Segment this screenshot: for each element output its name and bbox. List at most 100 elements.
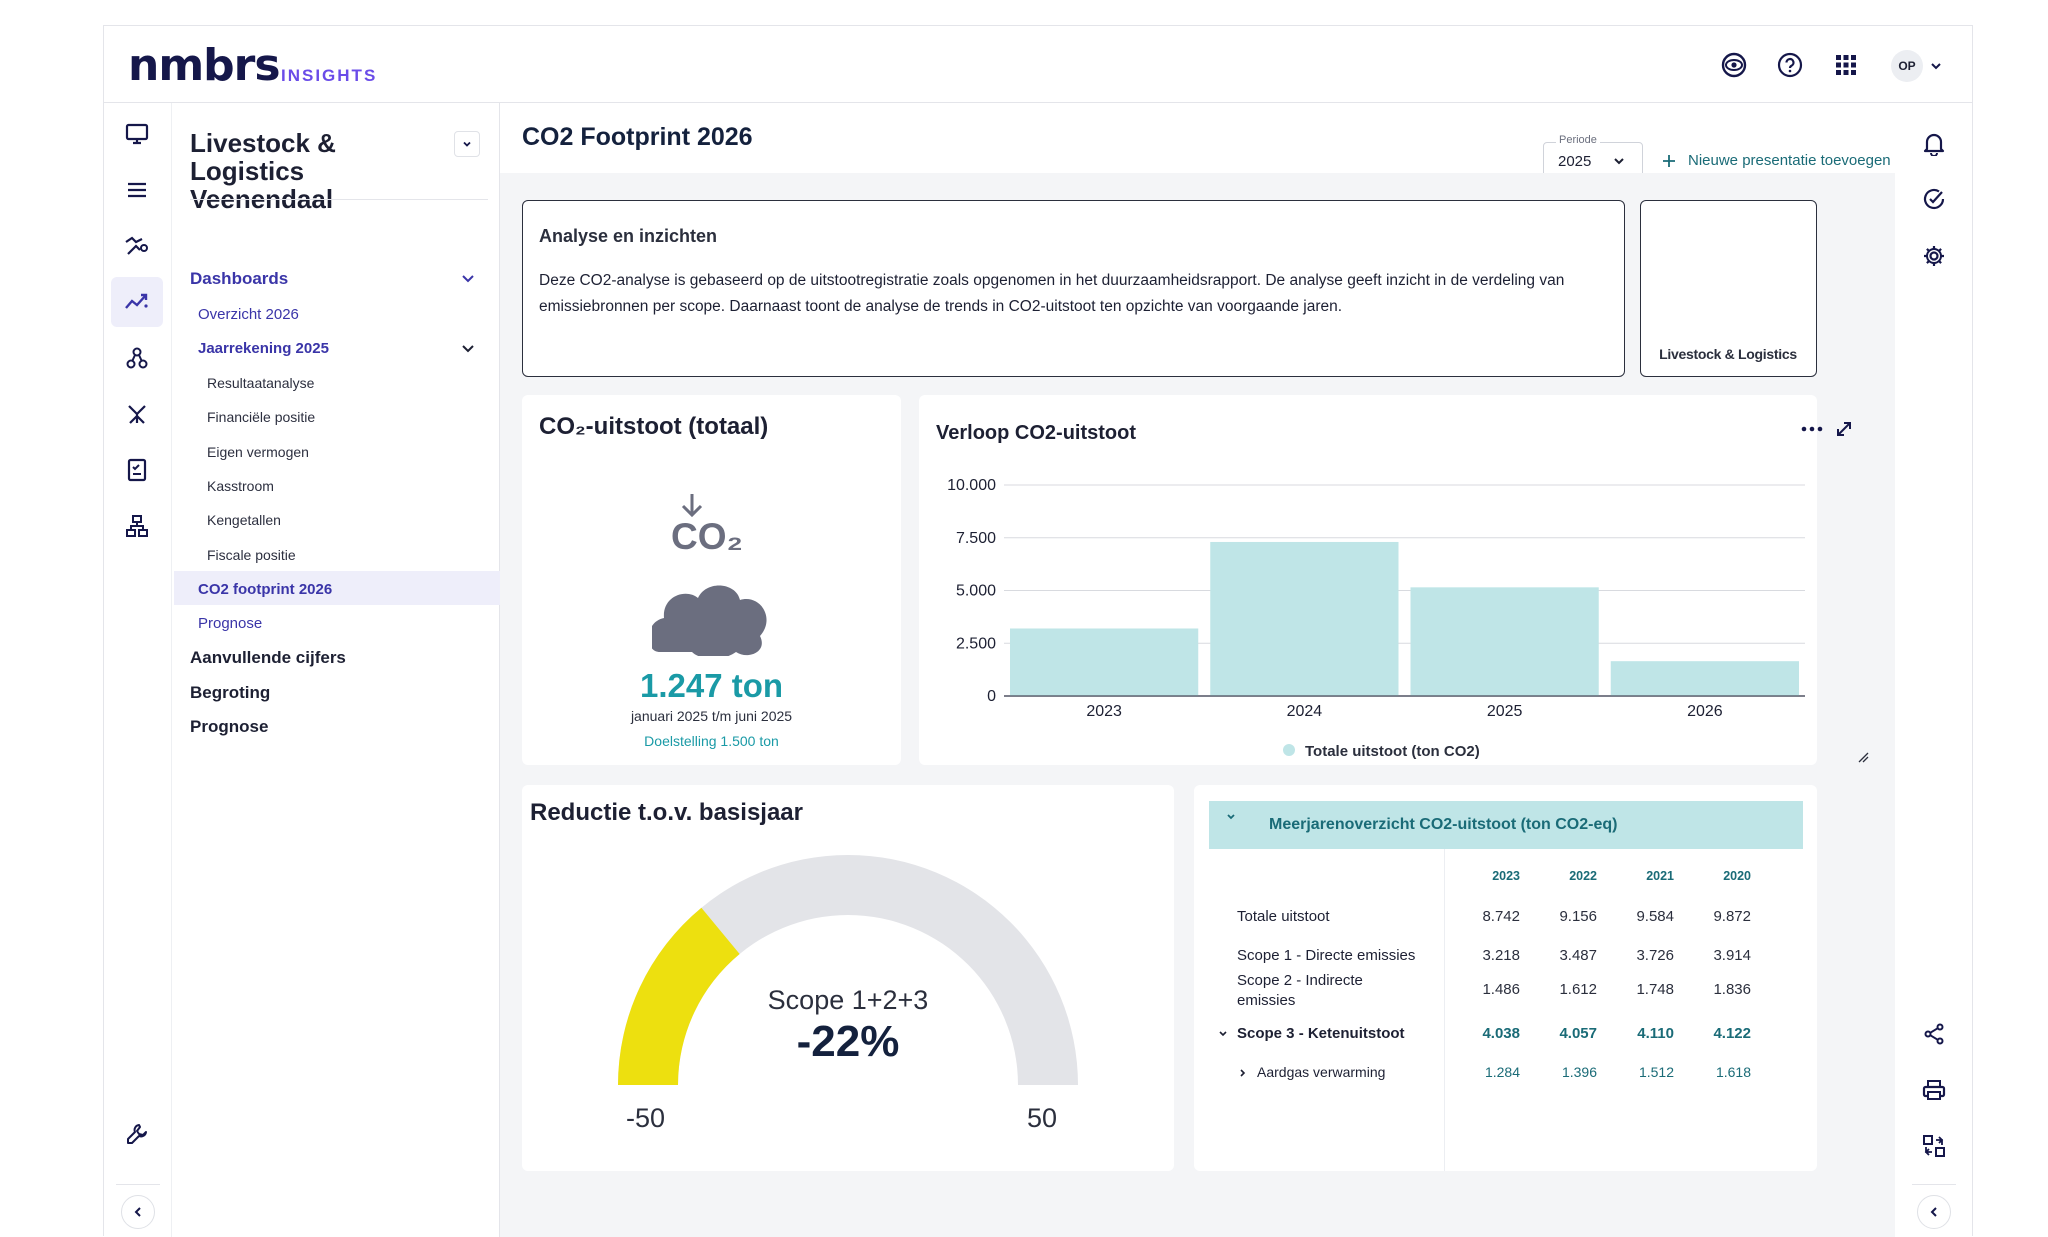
table-row-label: Scope 1 - Directe emissies	[1237, 947, 1416, 964]
nav-financiele-positie[interactable]: Financiële positie	[207, 409, 316, 425]
nav-prognose-sub[interactable]: Prognose	[198, 615, 263, 632]
y-tick-label: 10.000	[947, 477, 996, 494]
period-label: Periode	[1556, 134, 1600, 146]
apps-grid-icon[interactable]	[1831, 50, 1861, 80]
gauge-title: Reductie t.o.v. basisjaar	[530, 799, 803, 826]
chevron-right-icon[interactable]	[1237, 1067, 1249, 1079]
company-switcher-button[interactable]	[454, 131, 480, 157]
settings-gear-icon[interactable]	[1918, 240, 1950, 272]
reduction-gauge	[618, 855, 1078, 1085]
column-header[interactable]: 2023	[1492, 869, 1520, 883]
hierarchy-icon[interactable]	[111, 501, 163, 551]
table-cell: 4.038	[1482, 1025, 1520, 1042]
table-cell: 1.748	[1636, 981, 1674, 998]
avatar[interactable]: OP	[1891, 50, 1923, 82]
wrench-icon[interactable]	[111, 1109, 163, 1159]
resize-handle-icon[interactable]	[1857, 751, 1869, 763]
bar-2023[interactable]	[1010, 628, 1199, 696]
co2-total-target: Doelstelling 1.500 ton	[644, 733, 779, 749]
chevron-down-icon[interactable]	[1217, 1028, 1229, 1040]
nav-dashboards[interactable]: Dashboards	[190, 269, 289, 288]
user-menu[interactable]: OP	[1891, 50, 1943, 82]
top-bar: nmbrs INSIGHTS OP	[104, 26, 1972, 103]
reduction-gauge-card[interactable]: Reductie t.o.v. basisjaar Scope 1+2+3 -2…	[522, 785, 1174, 1171]
nav-begroting[interactable]: Begroting	[190, 683, 271, 702]
chevron-down-icon[interactable]	[1225, 811, 1237, 823]
analysis-text-line-1: Deze CO2-analyse is gebaseerd op de uits…	[539, 272, 1565, 289]
share-icon[interactable]	[1918, 1018, 1950, 1050]
column-header[interactable]: 2021	[1646, 869, 1674, 883]
table-title: Meerjarenoverzicht CO2-uitstoot (ton CO2…	[1269, 816, 1618, 833]
nav-kengetallen[interactable]: Kengetallen	[207, 512, 281, 528]
plus-icon	[1663, 154, 1675, 167]
nav-overzicht-2026[interactable]: Overzicht 2026	[198, 306, 299, 323]
help-icon[interactable]	[1775, 50, 1805, 80]
co2-bar-chart: 0 2.500 5.000 7.500 10.000 2023 2024 2025 2026 To…	[947, 477, 1805, 760]
export-icon[interactable]	[1918, 1130, 1950, 1162]
table-cell: 1.284	[1484, 1064, 1520, 1080]
dashboard-canvas: Analyse en inzichten Deze CO2-analyse is…	[500, 173, 1895, 1237]
table-cell: 1.486	[1482, 981, 1520, 998]
add-presentation-button[interactable]: Nieuwe presentatie toevoegen	[1662, 152, 1891, 169]
bar-2026[interactable]	[1610, 661, 1799, 696]
co2-total-card[interactable]: CO₂-uitstoot (totaal) CO₂ 1.247 ton janu…	[522, 395, 901, 765]
co2-total-value: 1.247 ton	[639, 667, 784, 704]
chevron-left-icon	[1930, 1207, 1937, 1217]
network-icon[interactable]	[111, 333, 163, 383]
trend-icon[interactable]	[111, 277, 163, 327]
analysis-card[interactable]: Analyse en inzichten Deze CO2-analyse is…	[522, 200, 1625, 377]
y-tick-label: 0	[987, 688, 996, 705]
legend-swatch	[1283, 744, 1295, 756]
bar-2024[interactable]	[1210, 541, 1399, 696]
nav-fiscale-positie[interactable]: Fiscale positie	[207, 547, 296, 563]
expand-icon[interactable]	[1835, 420, 1853, 438]
rail-divider	[1912, 1184, 1956, 1185]
bell-icon[interactable]	[1918, 128, 1950, 160]
merge-icon[interactable]	[111, 389, 163, 439]
table-cell: 9.872	[1713, 908, 1751, 925]
y-tick-label: 7.500	[956, 530, 996, 547]
table-header-bar[interactable]: Meerjarenoverzicht CO2-uitstoot (ton CO2…	[1209, 801, 1803, 849]
brand-logo[interactable]: nmbrs	[128, 40, 281, 91]
chevron-down-icon[interactable]	[460, 271, 476, 287]
nav-eigen-vermogen[interactable]: Eigen vermogen	[207, 444, 309, 460]
monitor-icon[interactable]	[111, 109, 163, 159]
table-cell: 4.057	[1559, 1025, 1597, 1042]
right-rail	[1895, 103, 1974, 1237]
chevron-down-icon	[463, 141, 471, 147]
gauge-value: -22%	[796, 1017, 900, 1066]
co2-trend-chart-card[interactable]: Verloop CO2-uitstoot 0 2.500 5.000 7.500 10.…	[919, 395, 1869, 765]
chevron-down-icon[interactable]	[460, 341, 476, 357]
nav-kasstroom[interactable]: Kasstroom	[207, 478, 274, 494]
checklist-icon[interactable]	[111, 445, 163, 495]
nav-co2-footprint-2026[interactable]: CO2 footprint 2026	[198, 581, 333, 598]
multiyear-table-card[interactable]: Meerjarenoverzicht CO2-uitstoot (ton CO2…	[1194, 785, 1817, 1171]
legend-label[interactable]: Totale uitstoot (ton CO2)	[1305, 743, 1480, 760]
more-horizontal-icon[interactable]	[1801, 425, 1823, 433]
analytics-icon[interactable]	[111, 221, 163, 271]
nav-aanvullende-cijfers[interactable]: Aanvullende cijfers	[190, 648, 346, 667]
column-header[interactable]: 2022	[1569, 869, 1597, 883]
table-cell: 3.487	[1559, 947, 1597, 964]
add-presentation-label: Nieuwe presentatie toevoegen	[1688, 152, 1891, 169]
collapse-left-button[interactable]	[121, 1195, 155, 1229]
chevron-left-icon	[134, 1207, 141, 1217]
nav-jaarrekening-2025[interactable]: Jaarrekening 2025	[198, 340, 329, 357]
company-logo-card[interactable]: Livestock & Logistics	[1640, 200, 1817, 377]
menu-icon[interactable]	[111, 165, 163, 215]
rail-divider	[116, 1184, 160, 1185]
collapse-right-button[interactable]	[1917, 1195, 1951, 1229]
eye-icon[interactable]	[1719, 50, 1749, 80]
nav-resultaatanalyse[interactable]: Resultaatanalyse	[207, 375, 315, 391]
column-header[interactable]: 2020	[1723, 869, 1751, 883]
bar-2025[interactable]	[1410, 587, 1599, 696]
app-window: nmbrs INSIGHTS OP	[103, 25, 1974, 1237]
table-cell: 4.122	[1713, 1025, 1751, 1042]
print-icon[interactable]	[1918, 1074, 1950, 1106]
nav-prognose[interactable]: Prognose	[190, 717, 269, 736]
co2-total-period: januari 2025 t/m juni 2025	[630, 708, 793, 724]
chevron-down-icon	[1931, 63, 1941, 70]
gauge-max: 50	[1027, 1103, 1058, 1133]
check-circle-icon[interactable]	[1918, 183, 1950, 215]
co2-icon-label: CO₂	[671, 516, 743, 557]
